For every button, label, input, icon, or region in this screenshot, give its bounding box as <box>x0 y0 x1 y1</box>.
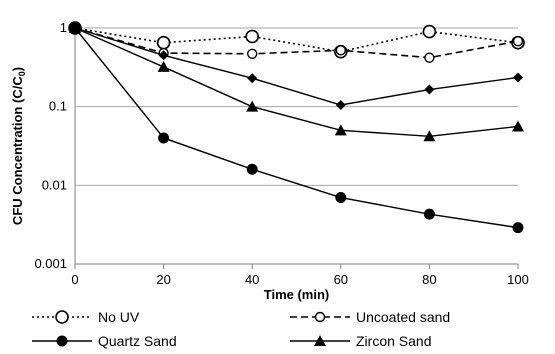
marker-open-circle-small <box>246 48 258 59</box>
x-tick-label: 100 <box>507 272 529 287</box>
legend-label: Zircon Sand <box>356 333 431 349</box>
marker-open-circle-small <box>424 52 435 63</box>
marker-open-circle <box>422 24 437 39</box>
series-line <box>74 27 519 59</box>
marker-filled-diamond <box>424 84 435 95</box>
legend-entry: Zircon Sand <box>290 333 431 349</box>
marker-filled-circle <box>423 208 435 220</box>
x-tick-label: 40 <box>245 272 259 287</box>
tick-labels: 0.001 0.01 0.1 1 0 20 40 60 80 100 <box>34 20 528 287</box>
series-line <box>74 27 519 138</box>
marker-filled-diamond <box>158 50 169 61</box>
gridlines <box>75 27 518 186</box>
series-4 <box>70 23 523 110</box>
series-line <box>74 27 519 106</box>
y-axis-title: CFU Concentration (C/C0) <box>10 67 27 225</box>
series-3 <box>69 22 524 142</box>
y-axis-title-suffix: ) <box>10 67 25 71</box>
marker-filled-circle <box>158 132 170 144</box>
y-tick-label: 0.1 <box>49 99 67 114</box>
marker-filled-triangle <box>246 100 259 112</box>
legend: No UV Uncoated sand Quartz Sand Zircon Sand <box>32 309 450 349</box>
x-tick-label: 60 <box>334 272 348 287</box>
marker-filled-circle <box>56 335 68 347</box>
marker-filled-triangle <box>512 120 524 132</box>
legend-label: No UV <box>98 309 140 325</box>
marker-open-circle-small <box>335 45 346 56</box>
y-tick-label: 1 <box>60 20 67 35</box>
legend-entry: Uncoated sand <box>290 309 450 325</box>
marker-filled-circle <box>246 163 258 175</box>
x-tick-label: 0 <box>71 272 78 287</box>
marker-open-circle-small <box>314 311 326 323</box>
data-series <box>68 21 525 234</box>
marker-open-circle <box>156 35 171 50</box>
series-2 <box>69 22 524 234</box>
marker-open-circle <box>245 29 259 44</box>
legend-entry: Quartz Sand <box>32 333 177 349</box>
y-tick-label: 0.01 <box>42 177 67 192</box>
marker-filled-triangle <box>157 60 170 72</box>
y-axis-title-main: CFU Concentration (C/C <box>10 76 25 225</box>
marker-filled-diamond <box>513 72 523 83</box>
marker-filled-diamond <box>335 99 346 110</box>
legend-entry: No UV <box>32 309 140 325</box>
marker-filled-triangle <box>423 130 436 142</box>
marker-open-circle-small <box>512 35 524 47</box>
x-tick-label: 20 <box>156 272 170 287</box>
axes <box>74 28 519 269</box>
y-axis-title-subscript: 0 <box>17 71 27 76</box>
marker-filled-triangle <box>334 124 347 136</box>
marker-filled-triangle <box>314 335 326 346</box>
marker-filled-diamond <box>70 23 80 33</box>
marker-open-circle <box>55 310 69 324</box>
marker-filled-circle <box>335 192 347 204</box>
x-axis-title: Time (min) <box>264 287 330 302</box>
legend-label: Uncoated sand <box>356 309 450 325</box>
x-tick-label: 80 <box>422 272 436 287</box>
series-line <box>74 27 519 229</box>
y-tick-label: 0.001 <box>34 256 67 271</box>
marker-filled-circle <box>512 222 524 234</box>
marker-filled-diamond <box>247 73 258 84</box>
legend-label: Quartz Sand <box>98 333 177 349</box>
